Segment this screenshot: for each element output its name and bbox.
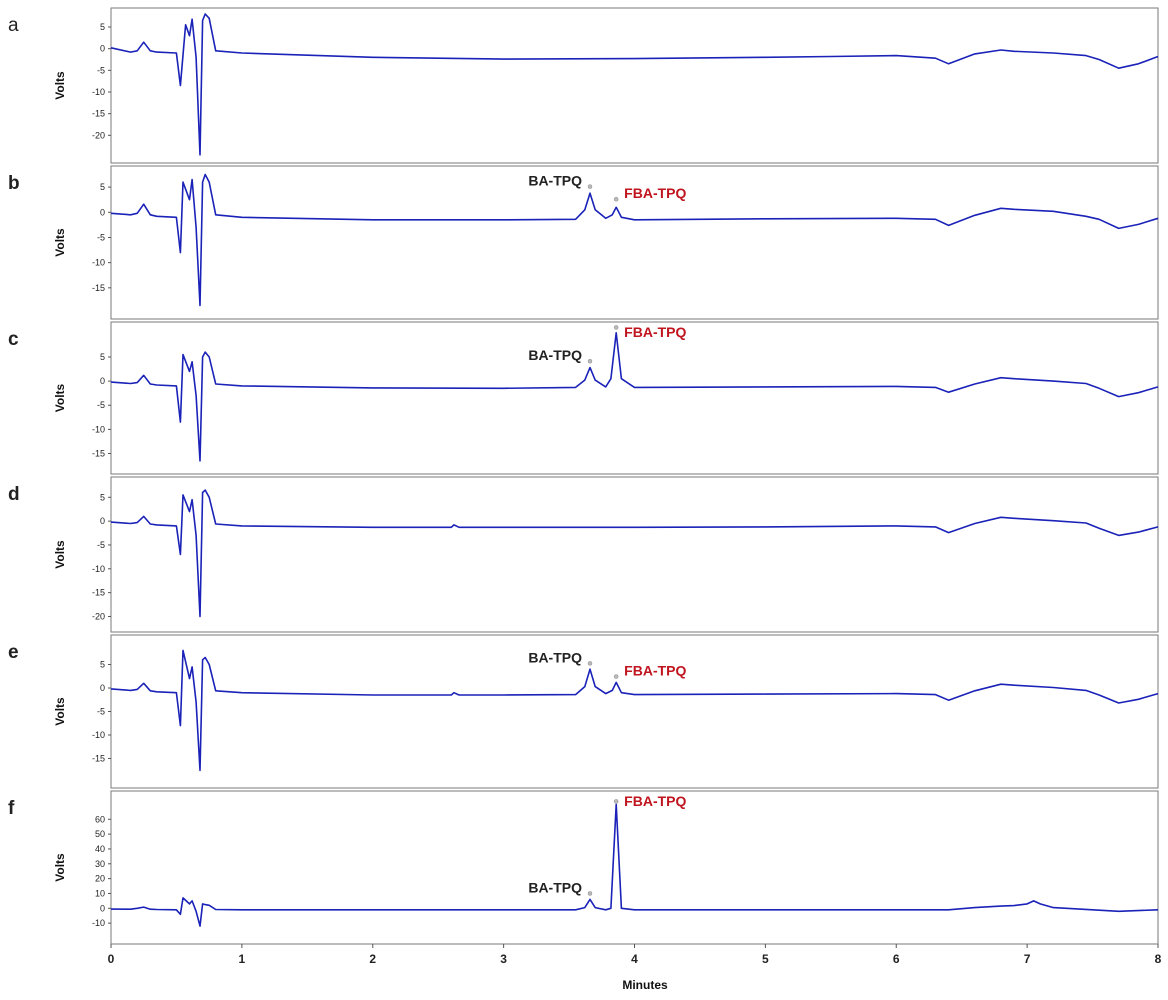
y-tick-label: -15 [92,588,105,598]
signal-trace [110,803,1159,927]
x-axis-title: Minutes [622,978,668,992]
x-tick-label: 5 [762,952,769,966]
peak-marker [587,184,593,189]
y-axis-title: Volts [53,71,67,100]
peak-marker [613,325,619,330]
y-tick-label: 5 [100,182,105,192]
y-tick-label: 10 [95,888,105,898]
y-axis-title: Volts [53,383,67,412]
x-tick-label: 4 [631,952,638,966]
panel-c: c Volts 5 0 -5 -10 -15 BA-TPQ FBA-TPQ [8,321,1159,475]
y-tick-label: 40 [95,844,105,854]
x-tick-label: 6 [893,952,900,966]
y-tick-label: 0 [100,207,105,217]
panel-d: d Volts 5 0 -5 -10 -15 -20 [8,476,1159,633]
peak-marker [587,358,593,364]
y-tick-label: -15 [92,754,105,764]
y-tick-label: -5 [97,232,105,242]
annotation-fba-tpq: FBA-TPQ [624,324,686,340]
y-tick-label: 5 [100,352,105,362]
y-tick-label: -15 [92,283,105,293]
y-tick-label: 60 [95,814,105,824]
y-tick-label: -5 [97,540,105,550]
y-tick-label: -10 [92,564,105,574]
x-tick-label: 7 [1024,952,1031,966]
panel-e: e Volts 5 0 -5 -10 -15 BA-TPQ FBA-TPQ [8,634,1159,789]
panel-label: c [8,329,19,350]
y-tick-label: -10 [92,918,105,928]
y-tick-label: -5 [97,65,105,75]
y-tick-label: 20 [95,874,105,884]
x-tick-label: 8 [1155,952,1162,966]
y-tick-label: -20 [92,130,105,140]
y-tick-label: -15 [92,109,105,119]
panel-label: e [8,642,19,663]
annotation-ba-tpq: BA-TPQ [528,649,582,665]
y-tick-label: -5 [97,707,105,717]
y-tick-label: -10 [92,424,105,434]
plot-frame [110,165,1159,320]
y-tick-label: 0 [100,903,105,913]
peak-marker [613,674,619,679]
y-tick-label: 0 [100,44,105,54]
plot-frame [110,7,1159,164]
peak-marker [613,196,619,202]
panel-label: b [8,173,20,194]
y-tick-label: 0 [100,516,105,526]
annotation-fba-tpq: FBA-TPQ [624,793,686,809]
panel-label: d [8,484,20,505]
signal-trace [110,173,1159,307]
x-tick-label: 0 [108,952,115,966]
y-tick-label: 0 [100,683,105,693]
signal-trace [110,649,1159,772]
annotation-fba-tpq: FBA-TPQ [624,663,686,679]
y-axis-title: Volts [53,853,67,882]
y-tick-label: -15 [92,449,105,459]
peak-marker [613,799,619,804]
y-tick-label: -20 [92,611,105,621]
y-axis-title: Volts [53,540,67,569]
panel-label: a [8,15,19,36]
x-tick-label: 2 [369,952,376,966]
y-tick-label: 5 [100,22,105,32]
y-tick-label: -10 [92,258,105,268]
panel-b: b Volts 5 0 -5 -10 -15 BA-TPQ FBA-TPQ [8,165,1159,320]
panel-label: f [8,798,15,819]
x-tick-label: 3 [500,952,507,966]
y-tick-label: -10 [92,87,105,97]
plot-frame [110,321,1159,475]
panel-a: a Volts 5 0 -5 -10 -15 -20 [8,7,1159,164]
y-tick-label: -5 [97,400,105,410]
y-tick-label: -10 [92,730,105,740]
peak-marker [587,891,593,896]
peak-marker [587,661,593,666]
y-tick-label: 5 [100,660,105,670]
y-axis-title: Volts [53,228,67,257]
panel-f: f Volts 60 50 40 30 20 10 0 -10 BA-TPQ FBA-TPQ [8,790,1159,945]
annotation-ba-tpq: BA-TPQ [528,173,582,189]
annotation-fba-tpq: FBA-TPQ [624,185,686,201]
y-tick-label: 0 [100,376,105,386]
signal-trace [110,331,1159,462]
annotation-ba-tpq: BA-TPQ [528,347,582,363]
y-tick-label: 50 [95,829,105,839]
signal-trace [110,13,1159,156]
x-tick-label: 1 [239,952,246,966]
y-axis-title: Volts [53,697,67,726]
plot-frame [110,476,1159,633]
y-tick-label: 5 [100,492,105,502]
signal-trace [110,489,1159,618]
y-tick-label: 30 [95,859,105,869]
annotation-ba-tpq: BA-TPQ [528,879,582,895]
